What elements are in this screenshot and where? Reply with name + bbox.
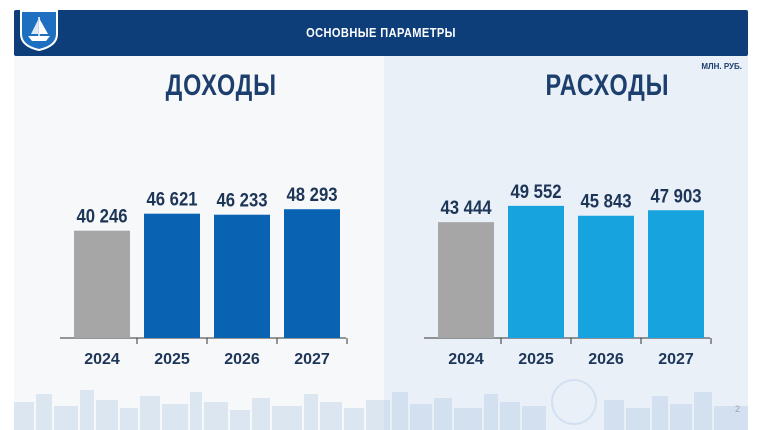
- header-bar: ОСНОВНЫЕ ПАРАМЕТРЫ: [14, 10, 748, 56]
- expenses-bar-2024: [438, 222, 494, 338]
- expenses-chart: 43 444 2024 49 552 2025 45 843 2026 47 903 2027: [424, 181, 712, 368]
- expenses-bar-2025: [508, 205, 564, 338]
- income-category-label-2025: 2025: [154, 351, 190, 368]
- expenses-category-label-2027: 2027: [658, 351, 694, 368]
- expenses-bar-2026: [578, 215, 634, 338]
- units-label: МЛН. РУБ.: [701, 62, 742, 71]
- header-title: ОСНОВНЫЕ ПАРАМЕТРЫ: [306, 25, 456, 40]
- income-bar-2026: [214, 214, 270, 338]
- expenses-bar-2027: [648, 210, 704, 338]
- expenses-title: РАСХОДЫ: [545, 69, 670, 102]
- income-value-label-2026: 46 233: [216, 190, 267, 211]
- expenses-value-label-2027: 47 903: [650, 185, 701, 206]
- expenses-value-label-2026: 45 843: [580, 191, 631, 212]
- income-chart: 40 246 2024 46 621 2025 46 233 2026 48 293 2027: [60, 184, 348, 368]
- income-category-label-2026: 2026: [224, 351, 260, 368]
- income-value-label-2027: 48 293: [286, 184, 337, 205]
- city-skyline-decoration: [14, 379, 748, 430]
- income-bar-2025: [144, 213, 200, 338]
- expenses-category-label-2024: 2024: [448, 351, 484, 368]
- expenses-value-label-2024: 43 444: [440, 197, 491, 218]
- income-value-label-2025: 46 621: [146, 189, 197, 210]
- income-category-label-2024: 2024: [84, 351, 120, 368]
- coat-of-arms-icon: [18, 8, 60, 52]
- income-bar-2027: [284, 209, 340, 338]
- expenses-category-label-2026: 2026: [588, 351, 624, 368]
- page-number: 2: [734, 404, 740, 414]
- income-category-label-2027: 2027: [294, 351, 330, 368]
- income-bar-2024: [74, 230, 130, 338]
- expenses-category-label-2025: 2025: [518, 351, 554, 368]
- expenses-value-label-2025: 49 552: [510, 181, 561, 202]
- income-title: ДОХОДЫ: [165, 69, 277, 102]
- income-value-label-2024: 40 246: [76, 206, 127, 227]
